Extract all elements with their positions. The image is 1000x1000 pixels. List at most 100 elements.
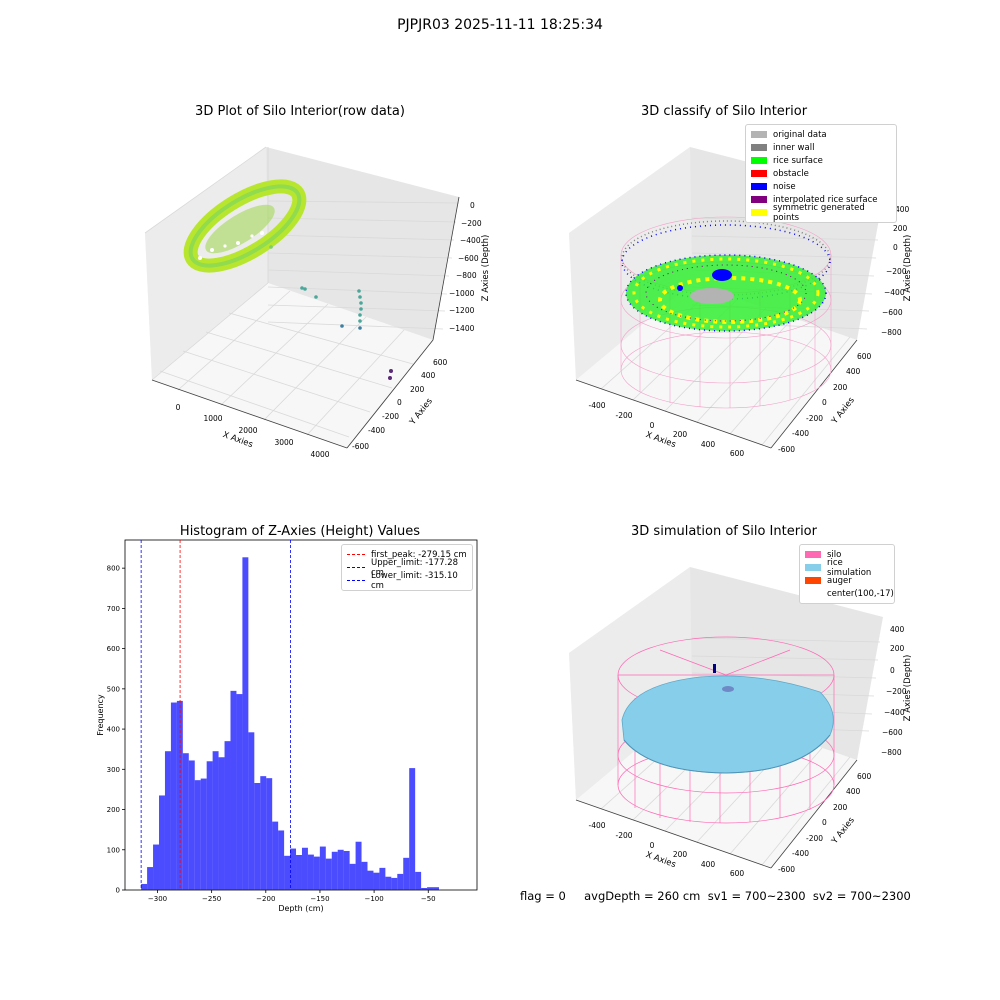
simulation-legend: silo rice simulation auger center(100,-1… bbox=[799, 544, 895, 604]
histogram-bar bbox=[224, 741, 231, 890]
simulation-x-tick: 200 bbox=[673, 850, 688, 859]
histogram-y-tick-label: 0 bbox=[116, 887, 120, 895]
legend-entry: original data bbox=[751, 128, 891, 141]
histogram-bar bbox=[319, 846, 326, 890]
raw-z-tick: −1200 bbox=[449, 306, 475, 315]
raw-y-tick: -400 bbox=[368, 426, 385, 435]
histogram-x-tick-label: −100 bbox=[364, 895, 383, 903]
raw-z-tick: −200 bbox=[461, 219, 482, 228]
simulation-z-tick: −800 bbox=[881, 748, 902, 757]
raw-3d-plot: 0 1000 2000 3000 4000 -600 -400 -200 0 2… bbox=[144, 146, 491, 459]
histogram-bar bbox=[284, 855, 291, 890]
histogram-x-label: Depth (cm) bbox=[278, 904, 323, 913]
simulation-z-tick: −400 bbox=[884, 708, 905, 717]
histogram-chart: −300 −250 −200 −150 −100 −50 0 100 200 300 400 500… bbox=[96, 539, 478, 913]
histogram-bar bbox=[188, 760, 195, 890]
histogram-bar bbox=[409, 768, 416, 890]
legend-entry: Lower_limit: -315.10 cm bbox=[347, 571, 467, 591]
histogram-bar bbox=[296, 855, 302, 890]
raw-x-tick: 4000 bbox=[310, 450, 329, 459]
figure-title: PJPJR03 2025-11-11 18:25:34 bbox=[397, 17, 603, 33]
status-footer: flag = 0 avgDepth = 260 cm sv1 = 700~230… bbox=[520, 889, 911, 903]
simulation-y-tick: 0 bbox=[822, 818, 827, 827]
raw-y-label: Y Axies bbox=[407, 396, 435, 428]
simulation-y-tick: -600 bbox=[778, 865, 795, 874]
legend-entry: Upper_limit: -177.28 cm bbox=[347, 558, 467, 578]
histogram-bar bbox=[361, 861, 368, 890]
histogram-bar bbox=[290, 848, 297, 890]
histogram-bar bbox=[164, 751, 171, 890]
histogram-x-tick-label: −300 bbox=[148, 895, 167, 903]
classify-plot-title: 3D classify of Silo Interior bbox=[640, 104, 808, 119]
raw-z-tick: 0 bbox=[470, 201, 475, 210]
simulation-x-tick: 600 bbox=[730, 869, 745, 878]
histogram-y-tick-label: 400 bbox=[107, 726, 120, 734]
legend-entry: inner wall bbox=[751, 141, 891, 154]
histogram-bar bbox=[153, 844, 160, 890]
classify-z-tick: 400 bbox=[895, 205, 910, 214]
raw-x-tick: 0 bbox=[176, 403, 181, 412]
classify-z-tick: −600 bbox=[882, 308, 903, 317]
histogram-y-tick-label: 300 bbox=[107, 766, 120, 774]
histogram-y-tick-label: 100 bbox=[107, 846, 120, 854]
histogram-bar bbox=[141, 883, 148, 890]
raw-z-tick: −1400 bbox=[449, 324, 475, 333]
simulation-x-tick: -400 bbox=[588, 821, 605, 830]
histogram-legend: first_peak: -279.15 cm Upper_limit: -177… bbox=[341, 544, 473, 591]
raw-plot-title: 3D Plot of Silo Interior(row data) bbox=[195, 104, 405, 119]
histogram-bar bbox=[355, 841, 362, 890]
simulation-y-tick: 200 bbox=[833, 803, 848, 812]
raw-z-tick: −600 bbox=[458, 254, 479, 263]
simulation-y-tick: 400 bbox=[846, 787, 861, 796]
histogram-bar bbox=[170, 702, 177, 890]
histogram-bar bbox=[331, 851, 338, 890]
classify-y-tick: 200 bbox=[833, 383, 848, 392]
classify-z-tick: 200 bbox=[893, 224, 908, 233]
histogram-bar bbox=[433, 887, 439, 890]
classify-y-tick: 600 bbox=[857, 352, 872, 361]
simulation-x-tick: 400 bbox=[701, 860, 716, 869]
histogram-title: Histogram of Z-Axies (Height) Values bbox=[179, 524, 421, 539]
simulation-z-label: Z Axies (Depth) bbox=[903, 655, 913, 722]
raw-x-tick: 2000 bbox=[238, 426, 257, 435]
histogram-y-tick-label: 800 bbox=[107, 565, 120, 573]
simulation-y-tick: -200 bbox=[806, 834, 823, 843]
histogram-bar bbox=[367, 870, 374, 890]
classify-x-tick: -400 bbox=[588, 401, 605, 410]
legend-entry: rice simulation bbox=[805, 558, 889, 578]
raw-z-tick: −400 bbox=[460, 236, 481, 245]
histogram-bar bbox=[427, 887, 434, 890]
classify-z-label: Z Axies (Depth) bbox=[903, 235, 913, 302]
histogram-x-tick-label: −150 bbox=[310, 895, 329, 903]
histogram-bar bbox=[159, 795, 165, 890]
raw-x-tick: 1000 bbox=[203, 414, 222, 423]
histogram-bar bbox=[349, 863, 356, 890]
legend-entry: interpolated rice surface bbox=[751, 193, 891, 206]
simulation-z-tick: −600 bbox=[882, 728, 903, 737]
histogram-bar bbox=[415, 871, 422, 890]
classify-y-tick: -200 bbox=[806, 414, 823, 423]
histogram-y-tick-label: 600 bbox=[107, 645, 120, 653]
histogram-bar bbox=[385, 876, 392, 890]
raw-z-tick: −1000 bbox=[449, 289, 475, 298]
classify-legend: original data inner wall rice surface ob… bbox=[745, 124, 897, 223]
legend-entry: symmetric generated points bbox=[751, 203, 891, 223]
simulation-z-tick: 200 bbox=[890, 644, 905, 653]
histogram-bar bbox=[248, 732, 255, 890]
classify-y-label: Y Axies bbox=[829, 395, 857, 427]
classify-x-tick: 600 bbox=[730, 449, 745, 458]
simulation-z-tick: 0 bbox=[890, 666, 895, 675]
histogram-bar bbox=[403, 857, 410, 890]
simulation-y-label: Y Axies bbox=[829, 815, 857, 847]
histogram-bar bbox=[421, 887, 428, 890]
histogram-bar bbox=[301, 847, 308, 890]
legend-entry: first_peak: -279.15 cm bbox=[347, 548, 467, 561]
classify-z-tick: −800 bbox=[881, 328, 902, 337]
raw-y-tick: 200 bbox=[410, 385, 425, 394]
histogram-x-tick-label: −250 bbox=[202, 895, 221, 903]
histogram-x-tick-label: −200 bbox=[256, 895, 275, 903]
raw-z-label: Z Axies (Depth) bbox=[481, 235, 491, 302]
simulation-z-tick: −200 bbox=[886, 687, 907, 696]
legend-entry: rice surface bbox=[751, 154, 891, 167]
histogram-bar bbox=[182, 753, 189, 890]
